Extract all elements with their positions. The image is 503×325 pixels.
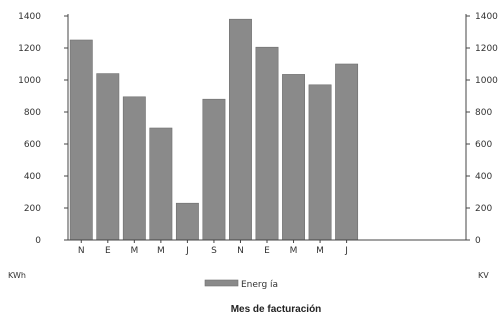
right-unit-label: KV bbox=[478, 271, 489, 280]
bar bbox=[175, 202, 199, 241]
left-y-tick-label: 800 bbox=[24, 108, 41, 118]
bar bbox=[255, 46, 279, 241]
bar bbox=[229, 18, 252, 241]
legend-label: Energ ía bbox=[241, 280, 278, 290]
bar bbox=[69, 39, 93, 241]
bar bbox=[149, 127, 173, 241]
right-y-tick-label: 400 bbox=[475, 172, 492, 182]
left-y-tick-label: 600 bbox=[24, 140, 41, 150]
right-y-tick-label: 1400 bbox=[475, 12, 498, 22]
x-tick-label: M bbox=[130, 246, 138, 256]
left-y-tick-label: 1400 bbox=[18, 12, 41, 22]
bar bbox=[122, 96, 146, 241]
x-axis-title: Mes de facturación bbox=[231, 304, 322, 315]
right-y-tick-label: 600 bbox=[475, 140, 492, 150]
x-tick-label: J bbox=[344, 246, 348, 256]
left-unit-label: KWh bbox=[8, 271, 26, 280]
right-y-tick-label: 1200 bbox=[475, 44, 498, 54]
left-y-tick-label: 1000 bbox=[18, 76, 41, 86]
bar bbox=[282, 74, 305, 241]
right-y-tick-label: 200 bbox=[475, 204, 492, 214]
left-y-tick-label: 1200 bbox=[18, 44, 41, 54]
bar bbox=[335, 63, 359, 241]
bar bbox=[308, 84, 332, 241]
x-tick-label: N bbox=[237, 246, 244, 256]
right-y-tick-label: 1000 bbox=[475, 76, 498, 86]
x-tick-label: E bbox=[105, 246, 111, 256]
bar bbox=[96, 73, 120, 241]
x-tick-label: S bbox=[211, 246, 217, 256]
legend: Energ ía bbox=[204, 279, 278, 290]
x-tick-label: N bbox=[78, 246, 85, 256]
left-y-tick-label: 0 bbox=[35, 236, 41, 246]
legend-swatch bbox=[204, 279, 239, 287]
x-tick-label: J bbox=[185, 246, 189, 256]
left-y-tick-label: 400 bbox=[24, 172, 41, 182]
left-y-tick-label: 200 bbox=[24, 204, 41, 214]
x-tick-label: M bbox=[157, 246, 165, 256]
x-tick-label: M bbox=[290, 246, 298, 256]
right-y-tick-label: 0 bbox=[475, 236, 481, 246]
bar bbox=[202, 98, 226, 241]
x-tick-label: M bbox=[316, 246, 324, 256]
x-tick-label: E bbox=[264, 246, 270, 256]
right-y-tick-label: 800 bbox=[475, 108, 492, 118]
